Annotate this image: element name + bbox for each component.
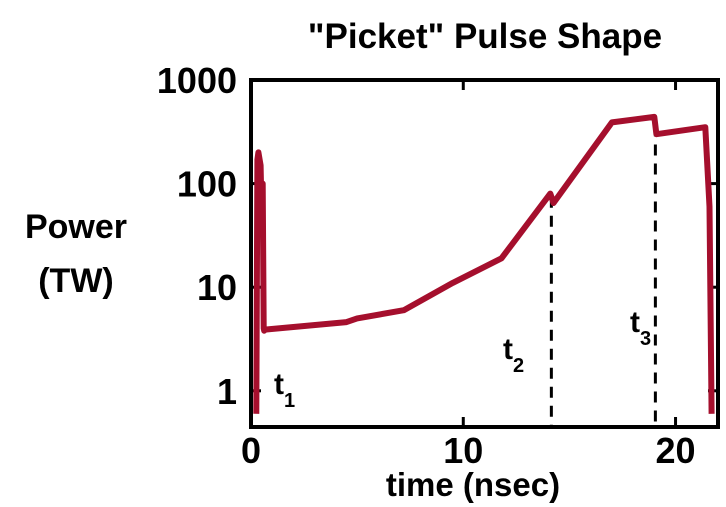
annotation-t1-base: t [274, 368, 284, 401]
plot-frame [249, 78, 720, 429]
y-axis-label-line-2: (TW) [38, 262, 114, 300]
x-tick-label-0: 0 [241, 430, 261, 471]
annotation-t1: t1 [274, 368, 295, 412]
annotation-t3: t3 [630, 306, 651, 350]
series-group [253, 113, 715, 414]
annotation-t2-sub: 2 [513, 355, 524, 377]
chart-title: "Picket" Pulse Shape [308, 17, 662, 56]
time-marker-lines [549, 125, 657, 427]
annotation-t2: t2 [503, 333, 524, 377]
x-axis-label: time (nsec) [386, 466, 560, 503]
y-tick-label-1000: 1000 [157, 60, 237, 101]
y-axis-label-line-1: Power [25, 208, 127, 246]
x-tick-label-10: 10 [443, 430, 483, 471]
y-tick-label-100: 100 [177, 164, 237, 205]
annotation-t3-base: t [630, 306, 640, 339]
annotation-t1-sub: 1 [284, 390, 295, 412]
y-tick-label-10: 10 [197, 267, 237, 308]
axis-tick-labels: 1 10 100 1000 0 10 20 [157, 60, 696, 471]
series-line-0 [253, 113, 715, 414]
axis-ticks [249, 78, 718, 427]
x-tick-label-20: 20 [656, 430, 696, 471]
annotation-t2-base: t [503, 333, 513, 366]
y-tick-label-1: 1 [217, 371, 237, 412]
annotation-t3-sub: 3 [640, 328, 651, 350]
